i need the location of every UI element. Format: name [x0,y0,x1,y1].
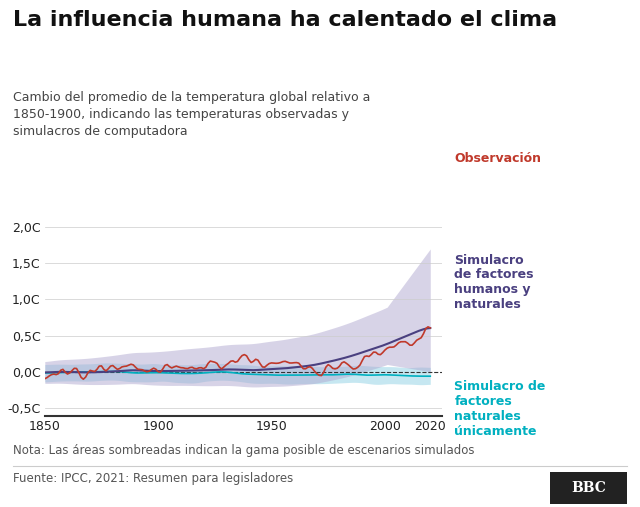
Text: Nota: Las áreas sombreadas indican la gama posible de escenarios simulados: Nota: Las áreas sombreadas indican la ga… [13,444,474,457]
Text: Fuente: IPCC, 2021: Resumen para legisladores: Fuente: IPCC, 2021: Resumen para legisla… [13,472,293,485]
Text: Observación: Observación [454,152,541,165]
Text: La influencia humana ha calentado el clima: La influencia humana ha calentado el cli… [13,10,557,30]
Text: BBC: BBC [572,481,606,495]
Text: Cambio del promedio de la temperatura global relativo a
1850-1900, indicando las: Cambio del promedio de la temperatura gl… [13,91,370,138]
Text: Simulacro
de factores
humanos y
naturales: Simulacro de factores humanos y naturale… [454,254,534,311]
Text: Simulacro de
factores
naturales
únicamente: Simulacro de factores naturales únicamen… [454,380,546,438]
